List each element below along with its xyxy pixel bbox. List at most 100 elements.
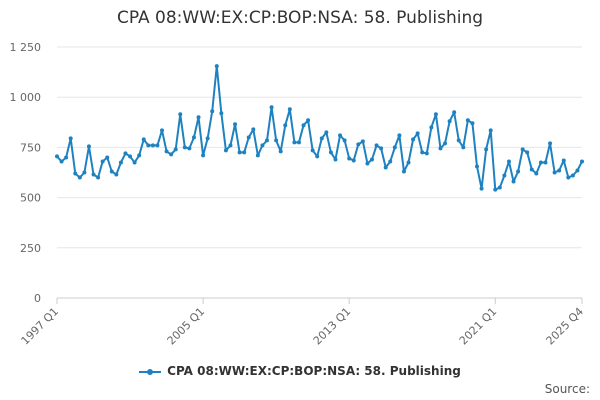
data-point <box>265 138 269 143</box>
data-point <box>260 143 265 148</box>
data-point <box>324 130 329 135</box>
data-point <box>73 171 78 176</box>
data-point <box>105 155 110 160</box>
data-point <box>429 125 434 130</box>
y-tick-label: 250 <box>20 242 41 255</box>
data-point <box>338 133 343 138</box>
data-point <box>319 136 324 141</box>
data-point <box>529 167 534 172</box>
data-point <box>333 157 338 162</box>
data-point <box>557 168 562 173</box>
data-point <box>55 154 59 159</box>
data-point <box>59 159 64 164</box>
data-point <box>470 121 475 126</box>
data-point <box>538 160 543 165</box>
data-point <box>347 156 352 161</box>
legend-swatch-icon <box>139 367 162 377</box>
data-point <box>233 122 238 127</box>
data-point <box>447 119 452 124</box>
data-point <box>146 143 151 148</box>
y-tick-label: 750 <box>20 141 41 154</box>
data-point <box>86 144 91 149</box>
data-point <box>397 133 402 138</box>
data-point <box>484 147 489 152</box>
data-point <box>278 149 283 154</box>
source-label: Source: <box>544 382 590 396</box>
data-point <box>570 173 575 178</box>
data-point <box>438 146 443 151</box>
data-point <box>360 139 365 144</box>
data-point <box>187 146 192 151</box>
data-point <box>479 186 484 191</box>
x-tick-label: 2025 Q4 <box>544 305 587 348</box>
data-point <box>283 123 288 128</box>
data-point <box>365 161 370 166</box>
data-point <box>96 175 101 180</box>
chart-title: CPA 08:WW:EX:CP:BOP:NSA: 58. Publishing <box>116 8 484 28</box>
y-tick-label: 1 000 <box>10 91 42 104</box>
data-point <box>580 159 584 164</box>
data-point <box>415 131 420 136</box>
data-point <box>91 172 96 177</box>
data-point <box>452 110 457 115</box>
data-point <box>315 154 320 159</box>
data-point <box>548 141 553 146</box>
data-point <box>223 148 228 153</box>
data-point <box>525 150 530 155</box>
data-point <box>228 143 233 148</box>
data-point <box>379 146 384 151</box>
data-point <box>287 107 292 112</box>
data-point <box>351 158 356 163</box>
data-point <box>292 140 297 145</box>
data-point <box>310 148 315 153</box>
data-point <box>424 151 429 156</box>
data-point <box>516 169 521 174</box>
data-point <box>406 160 411 165</box>
data-point <box>506 159 511 164</box>
data-point <box>511 179 516 184</box>
data-point <box>520 147 525 152</box>
data-point <box>237 150 242 155</box>
data-point <box>269 105 274 110</box>
data-point <box>356 142 361 147</box>
y-tick-label: 1 250 <box>10 41 42 54</box>
data-point <box>118 160 123 165</box>
data-point <box>328 150 333 155</box>
data-point <box>502 173 507 178</box>
data-point <box>475 164 479 169</box>
data-point <box>82 170 87 175</box>
data-point <box>100 159 105 164</box>
series-line <box>56 65 583 191</box>
data-point <box>388 159 393 164</box>
x-tick-label: 2005 Q1 <box>165 305 208 348</box>
data-point <box>150 143 155 148</box>
y-tick-label: 0 <box>34 292 41 305</box>
data-point <box>342 138 347 143</box>
data-point <box>465 118 470 123</box>
data-point <box>214 64 219 69</box>
data-point <box>420 150 425 155</box>
data-point <box>114 172 119 177</box>
data-point <box>534 171 539 176</box>
data-point <box>383 165 388 170</box>
data-point <box>255 153 260 158</box>
data-point <box>296 140 301 145</box>
data-point <box>392 145 397 150</box>
data-point <box>155 143 160 148</box>
x-tick-label: 2013 Q1 <box>311 305 354 348</box>
data-point <box>109 169 114 174</box>
data-point <box>461 145 466 150</box>
data-point <box>433 112 438 117</box>
data-point <box>210 109 215 114</box>
data-point <box>141 137 146 142</box>
data-point <box>169 152 174 157</box>
data-point <box>566 175 571 180</box>
legend[interactable]: CPA 08:WW:EX:CP:BOP:NSA: 58. Publishing <box>0 364 600 378</box>
data-point <box>201 153 206 158</box>
data-point <box>123 151 128 156</box>
data-point <box>64 155 69 160</box>
data-point <box>219 111 224 116</box>
data-point <box>374 143 379 148</box>
data-point <box>561 158 566 163</box>
legend-label: CPA 08:WW:EX:CP:BOP:NSA: 58. Publishing <box>167 364 461 378</box>
